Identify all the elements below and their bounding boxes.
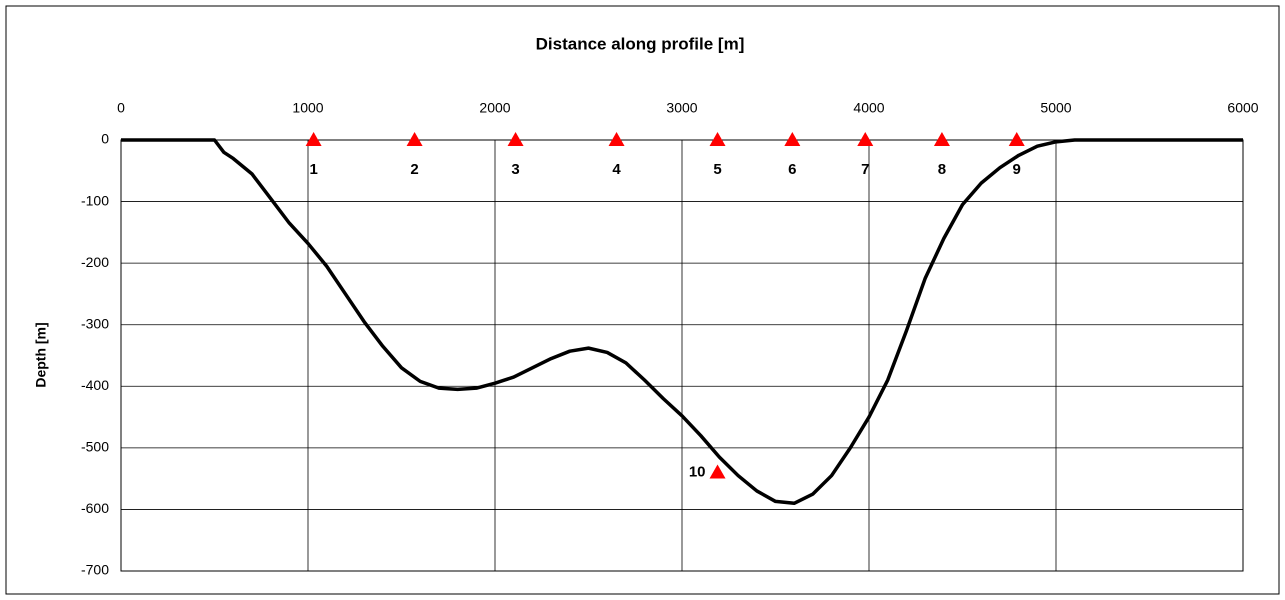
chart-title: Distance along profile [m]: [536, 34, 745, 53]
station-label: 5: [713, 161, 721, 178]
station-label: 9: [1013, 161, 1021, 178]
y-axis-label: Depth [m]: [33, 322, 49, 387]
y-tick-label: 0: [101, 131, 109, 147]
profile-line: [121, 138, 1243, 506]
station-marker: [857, 132, 874, 146]
station-marker: [709, 132, 726, 146]
x-tick-label: 5000: [1040, 100, 1071, 116]
station-marker: [784, 132, 801, 146]
station-marker: [709, 464, 726, 479]
y-tick-label: -700: [81, 562, 109, 578]
station-marker: [406, 132, 423, 146]
station-label: 2: [410, 161, 418, 178]
x-tick-label: 4000: [853, 100, 884, 116]
station-marker: [305, 132, 322, 146]
station-label: 7: [861, 161, 869, 178]
station-marker: [608, 132, 625, 146]
x-tick-label: 1000: [292, 100, 323, 116]
station-label: 1: [309, 161, 317, 178]
station-label: 8: [938, 161, 946, 178]
station-marker: [507, 132, 524, 146]
station-marker: [1008, 132, 1025, 146]
station-label: 6: [788, 161, 796, 178]
x-tick-label: 0: [117, 100, 125, 116]
station-label: 3: [511, 161, 519, 178]
y-tick-label: -100: [81, 192, 109, 208]
x-tick-label: 6000: [1227, 100, 1258, 116]
station-label: 10: [689, 463, 706, 480]
y-tick-label: -600: [81, 500, 109, 516]
y-tick-label: -500: [81, 439, 109, 455]
x-tick-label: 2000: [479, 100, 510, 116]
x-tick-label: 3000: [666, 100, 697, 116]
station-label: 4: [612, 161, 621, 178]
y-tick-label: -200: [81, 254, 109, 270]
y-tick-label: -400: [81, 377, 109, 393]
station-marker: [933, 132, 950, 146]
y-tick-label: -300: [81, 315, 109, 331]
